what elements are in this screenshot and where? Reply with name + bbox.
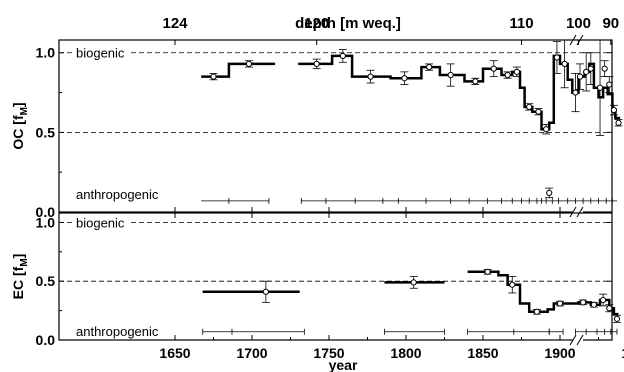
biogenic-label: biogenic: [76, 215, 125, 230]
bottom-year-axis: 1650 1700 1750 1800 1850 1900 1950: [159, 207, 624, 361]
panel-ec: 0.00.51.0EC [fM]biogenicanthropogenicZür…: [10, 212, 621, 348]
x-axis-label: year: [329, 357, 358, 372]
biogenic-label-bg: [74, 45, 130, 60]
step-line: [298, 54, 621, 131]
data-point: [576, 73, 584, 80]
plot-frame: [58, 212, 613, 341]
step-line: [467, 270, 619, 316]
axis-break-gap: [573, 336, 583, 344]
data-point: [600, 296, 607, 304]
data-point: [490, 65, 497, 72]
depth-tick-label: 110: [509, 15, 533, 32]
axis-break: [569, 334, 584, 346]
data-point: [210, 73, 217, 80]
panel-oc: 0.00.51.0OC [fM]biogenicanthropogenicZür…: [10, 39, 623, 220]
y-axis-label: EC [fM]: [10, 254, 30, 300]
y-tick-label: 0.0: [36, 204, 56, 220]
data-point: [580, 299, 587, 306]
data-point: [606, 305, 613, 312]
y-tick-label: 0.5: [36, 124, 56, 140]
data-point: [610, 106, 618, 114]
plot-frame: [58, 39, 613, 213]
data-point: [513, 68, 520, 75]
y-tick-label: 0.0: [36, 332, 56, 348]
data-point: [526, 103, 533, 110]
data-point: [601, 65, 608, 72]
data-point: [561, 60, 568, 67]
data-point: [367, 73, 374, 80]
data-point: [543, 126, 550, 133]
y-tick-label: 1.0: [36, 214, 56, 230]
y-tick-label: 1.0: [36, 45, 56, 61]
axis-break-gap: [573, 208, 583, 216]
data-point: [472, 78, 479, 85]
axis-break-stroke: [569, 206, 577, 218]
data-point: [484, 268, 491, 275]
data-point: [615, 119, 622, 126]
data-point: [546, 189, 553, 196]
year-tick-label: 1950: [621, 345, 624, 361]
data-point: [447, 71, 454, 79]
year-tick-label: 1900: [544, 345, 575, 361]
data-point: [553, 54, 561, 61]
axis-break-stroke: [576, 206, 584, 218]
y-tick-label: 0.5: [36, 273, 56, 289]
data-point: [504, 71, 511, 79]
data-point: [410, 279, 417, 286]
data-point: [572, 89, 579, 96]
data-point: [606, 81, 613, 88]
data-point: [535, 108, 542, 115]
data-point: [590, 301, 597, 308]
top-depth-axis: 124 120 110 100 90: [162, 15, 619, 46]
data-point: [583, 68, 590, 75]
data-point: [587, 65, 594, 72]
year-tick-label: 1650: [159, 345, 190, 361]
y-axis-label: OC [fM]: [10, 102, 30, 149]
data-point: [262, 288, 269, 295]
anthropogenic-label: anthropogenic: [76, 324, 159, 339]
axis-break-stroke: [576, 334, 584, 346]
data-point: [509, 281, 516, 288]
data-point: [596, 84, 604, 91]
data-point: [401, 75, 408, 82]
data-point: [245, 60, 253, 67]
depth-tick-label: 100: [566, 15, 591, 32]
data-point: [533, 308, 541, 315]
axis-break-stroke: [569, 334, 577, 346]
data-point: [313, 60, 320, 67]
data-point: [339, 52, 346, 60]
year-tick-label: 1850: [467, 345, 498, 361]
depth-tick-label: 124: [162, 15, 188, 32]
data-point: [556, 300, 564, 307]
year-tick-label: 1800: [390, 345, 421, 361]
axis-break: [569, 206, 584, 218]
data-point: [426, 63, 433, 71]
depth-tick-label: 120: [304, 15, 329, 32]
anthropogenic-label: anthropogenic: [76, 187, 159, 202]
biogenic-label-bg: [74, 215, 130, 230]
depth-tick-label: 90: [602, 15, 619, 32]
data-point: [613, 315, 621, 322]
top-axis-label: depth [m weq.]: [295, 15, 401, 32]
biogenic-label: biogenic: [76, 46, 125, 61]
year-tick-label: 1750: [313, 345, 344, 361]
year-tick-label: 1700: [236, 345, 267, 361]
